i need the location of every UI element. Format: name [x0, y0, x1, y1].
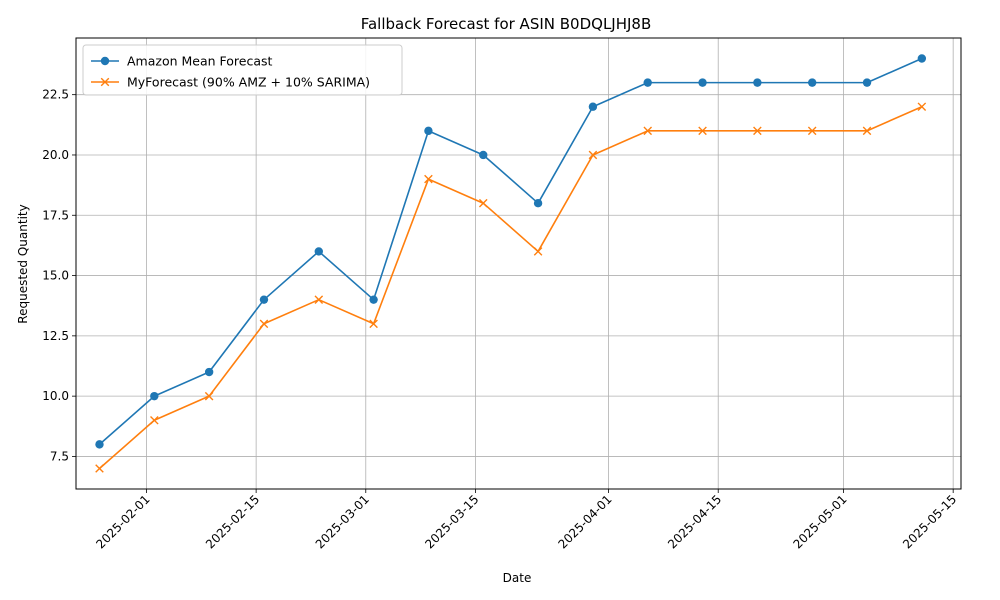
series-line — [98, 106, 923, 470]
data-point — [369, 295, 378, 304]
y-tick-label: 20.0 — [42, 148, 69, 162]
data-point — [150, 415, 159, 425]
data-point — [259, 319, 269, 329]
data-point — [204, 367, 214, 377]
series-line — [98, 57, 923, 445]
y-tick-label: 22.5 — [42, 88, 69, 102]
data-point — [369, 319, 378, 329]
data-point — [917, 102, 927, 112]
data-point — [917, 54, 927, 63]
chart-title: Fallback Forecast for ASIN B0DQLJHJ8B — [361, 15, 652, 33]
data-point — [753, 126, 762, 136]
legend-box — [82, 44, 403, 96]
data-point — [424, 126, 433, 136]
data-point — [479, 150, 488, 160]
data-point — [259, 295, 269, 304]
data-point — [643, 78, 652, 87]
y-tick-label: 15.0 — [42, 269, 69, 283]
data-point — [533, 199, 543, 208]
plot-frame — [75, 37, 962, 490]
y-tick-label: 10.0 — [42, 389, 69, 403]
series-layer — [95, 54, 927, 473]
data-point — [807, 78, 817, 87]
data-point — [862, 126, 872, 136]
series-1 — [95, 54, 927, 449]
legend-marker — [100, 56, 110, 66]
data-point — [807, 126, 817, 136]
legend-marker — [100, 77, 110, 87]
data-point — [533, 247, 543, 256]
data-point — [862, 78, 872, 87]
data-point — [314, 247, 323, 256]
grid — [76, 38, 961, 489]
data-point — [588, 102, 598, 111]
data-point — [698, 126, 707, 136]
data-point — [95, 440, 104, 449]
legend: Amazon Mean Forecast MyForecast (90% AMZ … — [82, 44, 403, 96]
data-point — [478, 198, 488, 208]
y-tick-label: 7.5 — [50, 449, 69, 463]
y-tick-label: 17.5 — [42, 208, 69, 222]
series-2 — [95, 102, 927, 473]
data-point — [643, 126, 653, 136]
data-point — [95, 464, 104, 473]
data-point — [698, 78, 707, 87]
data-point — [588, 150, 598, 160]
y-axis-ticks: 7.5 10.0 12.5 15.0 17.5 20.0 22.5 — [42, 88, 76, 463]
data-point — [753, 78, 762, 87]
data-point — [150, 391, 159, 401]
data-point — [314, 295, 324, 304]
legend-entry: Amazon Mean Forecast — [91, 54, 273, 69]
legend-label: Amazon Mean Forecast — [127, 54, 273, 69]
y-tick-label: 12.5 — [42, 329, 69, 343]
y-axis-label: Requested Quantity — [16, 204, 30, 323]
x-axis-label: Date — [503, 571, 532, 585]
legend-entry: MyForecast (90% AMZ + 10% SARIMA) — [91, 75, 370, 90]
legend-label: MyForecast (90% AMZ + 10% SARIMA) — [127, 75, 370, 90]
data-point — [204, 391, 214, 401]
data-point — [424, 174, 433, 184]
